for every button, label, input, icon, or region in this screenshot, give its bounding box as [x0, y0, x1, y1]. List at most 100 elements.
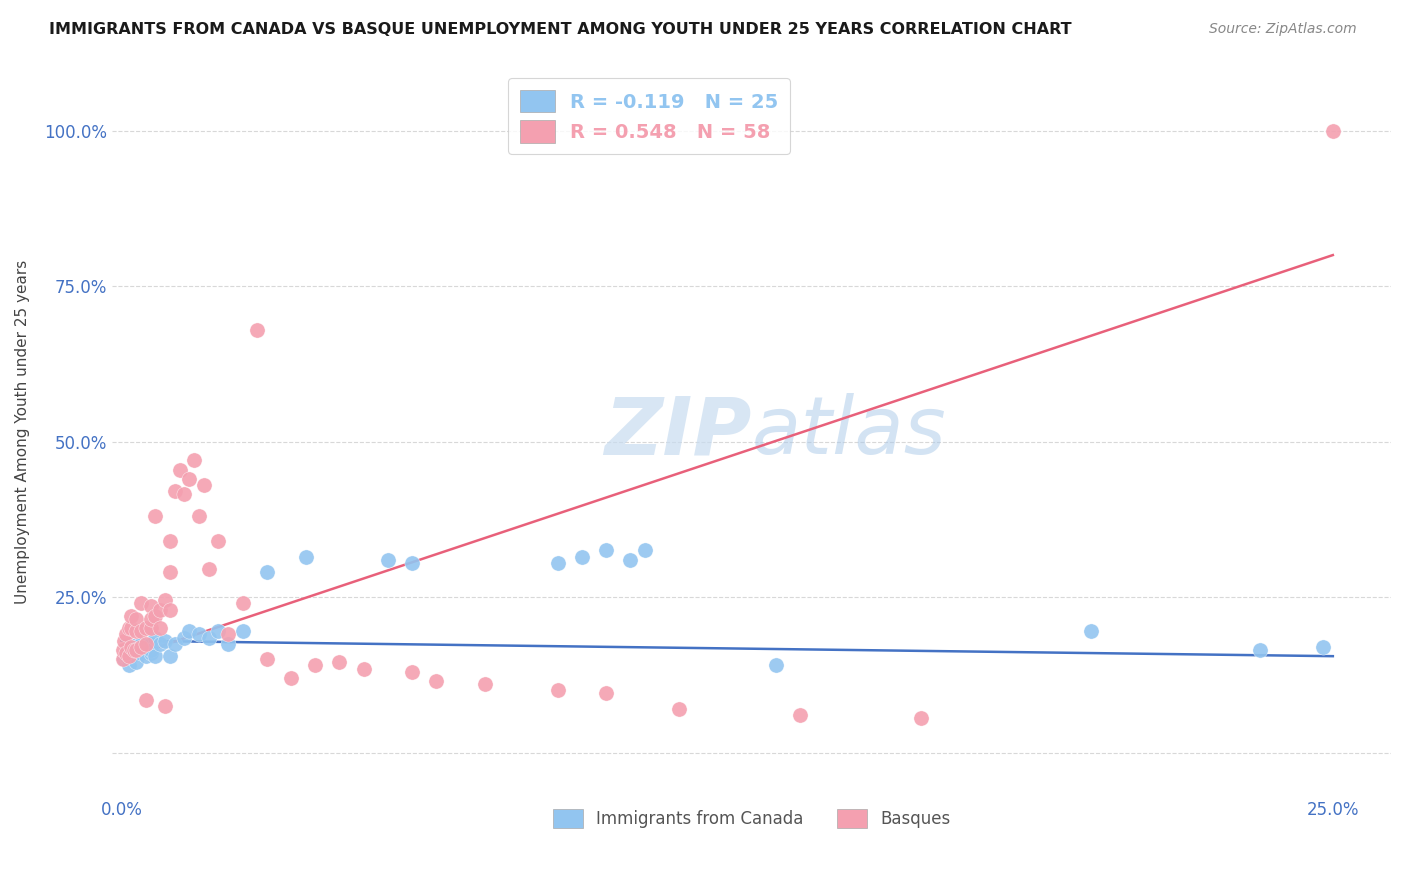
- Point: [377, 553, 399, 567]
- Point: [125, 640, 148, 654]
- Point: [304, 658, 326, 673]
- Point: [183, 453, 205, 467]
- Point: [112, 633, 135, 648]
- Text: Source: ZipAtlas.com: Source: ZipAtlas.com: [1209, 22, 1357, 37]
- Point: [789, 708, 811, 723]
- Point: [328, 656, 350, 670]
- Text: atlas: atlas: [751, 393, 946, 471]
- Point: [135, 649, 157, 664]
- Point: [125, 656, 148, 670]
- Point: [1080, 624, 1102, 639]
- Point: [353, 662, 375, 676]
- Point: [118, 621, 141, 635]
- Point: [143, 608, 166, 623]
- Point: [1322, 124, 1344, 138]
- Point: [129, 637, 152, 651]
- Point: [910, 711, 932, 725]
- Point: [256, 652, 278, 666]
- Point: [217, 637, 239, 651]
- Point: [169, 462, 191, 476]
- Point: [139, 643, 162, 657]
- Point: [143, 631, 166, 645]
- Point: [143, 509, 166, 524]
- Point: [135, 621, 157, 635]
- Point: [120, 608, 142, 623]
- Point: [193, 478, 215, 492]
- Point: [120, 640, 142, 654]
- Point: [474, 677, 496, 691]
- Point: [118, 658, 141, 673]
- Point: [401, 556, 423, 570]
- Point: [173, 631, 195, 645]
- Point: [120, 646, 142, 660]
- Point: [153, 698, 176, 713]
- Point: [256, 566, 278, 580]
- Point: [120, 649, 142, 664]
- Point: [129, 596, 152, 610]
- Point: [122, 643, 145, 657]
- Point: [125, 643, 148, 657]
- Point: [619, 553, 641, 567]
- Point: [139, 612, 162, 626]
- Point: [149, 621, 172, 635]
- Point: [115, 646, 138, 660]
- Point: [139, 637, 162, 651]
- Point: [159, 566, 181, 580]
- Point: [115, 627, 138, 641]
- Point: [179, 624, 201, 639]
- Y-axis label: Unemployment Among Youth under 25 years: Unemployment Among Youth under 25 years: [15, 260, 30, 605]
- Point: [188, 627, 211, 641]
- Point: [139, 621, 162, 635]
- Point: [149, 602, 172, 616]
- Point: [217, 627, 239, 641]
- Text: IMMIGRANTS FROM CANADA VS BASQUE UNEMPLOYMENT AMONG YOUTH UNDER 25 YEARS CORRELA: IMMIGRANTS FROM CANADA VS BASQUE UNEMPLO…: [49, 22, 1071, 37]
- Point: [118, 649, 141, 664]
- Point: [668, 702, 690, 716]
- Point: [112, 652, 135, 666]
- Legend: Immigrants from Canada, Basques: Immigrants from Canada, Basques: [546, 803, 957, 835]
- Point: [125, 612, 148, 626]
- Point: [115, 649, 138, 664]
- Point: [129, 646, 152, 660]
- Point: [125, 624, 148, 639]
- Point: [595, 686, 617, 700]
- Text: ZIP: ZIP: [605, 393, 751, 471]
- Point: [111, 652, 134, 666]
- Point: [163, 637, 186, 651]
- Point: [1249, 643, 1271, 657]
- Point: [159, 534, 181, 549]
- Point: [294, 549, 316, 564]
- Point: [547, 683, 569, 698]
- Point: [153, 633, 176, 648]
- Point: [634, 543, 657, 558]
- Point: [207, 534, 229, 549]
- Point: [179, 472, 201, 486]
- Point: [112, 643, 135, 657]
- Point: [115, 646, 138, 660]
- Point: [159, 602, 181, 616]
- Point: [135, 640, 157, 654]
- Point: [595, 543, 617, 558]
- Point: [197, 562, 219, 576]
- Point: [232, 596, 254, 610]
- Point: [129, 624, 152, 639]
- Point: [120, 621, 142, 635]
- Point: [153, 593, 176, 607]
- Point: [173, 487, 195, 501]
- Point: [143, 649, 166, 664]
- Point: [246, 323, 269, 337]
- Point: [188, 509, 211, 524]
- Point: [197, 631, 219, 645]
- Point: [135, 692, 157, 706]
- Point: [765, 658, 787, 673]
- Point: [547, 556, 569, 570]
- Point: [139, 599, 162, 614]
- Point: [280, 671, 302, 685]
- Point: [163, 484, 186, 499]
- Point: [401, 665, 423, 679]
- Point: [125, 643, 148, 657]
- Point: [135, 637, 157, 651]
- Point: [129, 640, 152, 654]
- Point: [139, 646, 162, 660]
- Point: [232, 624, 254, 639]
